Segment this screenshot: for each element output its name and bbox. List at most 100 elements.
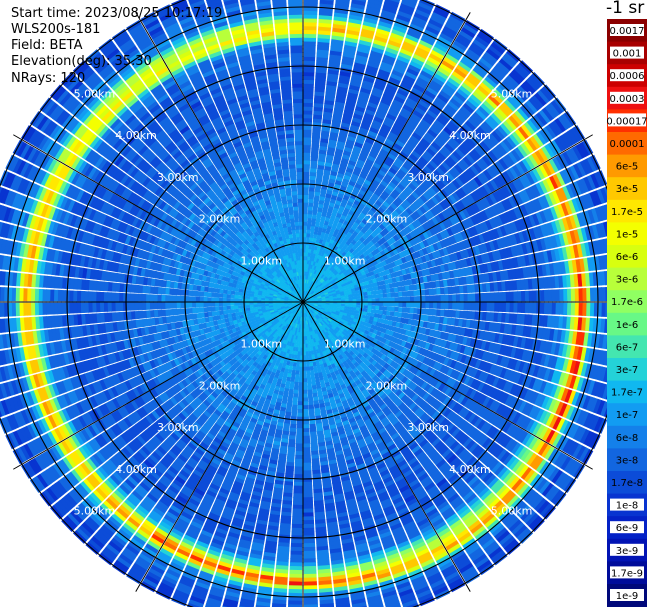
range-gate-cell bbox=[310, 435, 318, 441]
range-gate-cell bbox=[444, 302, 450, 310]
range-gate-cell bbox=[356, 295, 361, 300]
range-gate-cell bbox=[386, 297, 392, 303]
range-gate-cell bbox=[378, 305, 384, 311]
range-gate-cell bbox=[303, 56, 316, 62]
range-gate-cell bbox=[303, 113, 313, 119]
range-gate-cell bbox=[306, 362, 310, 368]
range-gate-cell bbox=[448, 302, 453, 310]
range-gate-cell bbox=[574, 288, 580, 302]
range-gate-cell bbox=[501, 291, 507, 302]
range-gate-cell bbox=[340, 295, 346, 299]
range-gate-cell bbox=[566, 288, 572, 302]
range-gate-cell bbox=[566, 302, 572, 316]
range-gate-cell bbox=[455, 294, 461, 302]
range-gate-cell bbox=[303, 194, 309, 199]
range-gate-cell bbox=[306, 228, 311, 234]
range-gate-cell bbox=[356, 298, 361, 303]
range-gate-cell bbox=[352, 299, 358, 303]
range-gate-cell bbox=[307, 381, 312, 387]
range-gate-cell bbox=[308, 248, 312, 254]
range-gate-cell bbox=[486, 302, 492, 312]
range-gate-cell bbox=[303, 90, 314, 96]
range-gate-cell bbox=[414, 0, 418, 2]
range-gate-cell bbox=[520, 290, 526, 302]
range-gate-cell bbox=[305, 248, 309, 253]
range-gate-cell bbox=[463, 302, 469, 311]
range-gate-cell bbox=[440, 302, 446, 310]
range-gate-cell bbox=[303, 155, 311, 161]
range-gate-cell bbox=[304, 335, 308, 341]
range-gate-cell bbox=[509, 302, 515, 313]
range-gate-cell bbox=[333, 298, 338, 301]
range-gate-cell bbox=[406, 302, 411, 308]
range-gate-cell bbox=[432, 295, 438, 302]
range-gate-cell bbox=[303, 132, 312, 138]
range-gate-cell bbox=[425, 295, 430, 302]
range-gate-cell bbox=[367, 305, 373, 310]
range-gate-cell bbox=[303, 125, 312, 130]
range-gate-cell bbox=[390, 292, 396, 298]
range-gate-cell bbox=[306, 232, 311, 238]
range-gate-cell bbox=[307, 389, 313, 395]
range-gate-cell bbox=[375, 302, 381, 307]
beta-sectors bbox=[0, 0, 630, 607]
range-gate-cell bbox=[371, 302, 377, 306]
range-gate-cell bbox=[303, 129, 312, 134]
range-gate-cell bbox=[304, 259, 308, 265]
range-gate-cell bbox=[586, 302, 591, 317]
range-gate-cell bbox=[513, 291, 519, 302]
range-gate-cell bbox=[348, 294, 353, 298]
range-gate-cell bbox=[363, 295, 369, 299]
range-gate-cell bbox=[303, 75, 315, 81]
range-gate-cell bbox=[303, 163, 311, 169]
range-gate-cell bbox=[482, 302, 488, 312]
range-gate-cell bbox=[379, 302, 384, 307]
range-gate-cell bbox=[394, 302, 400, 307]
range-gate-cell bbox=[382, 293, 388, 298]
range-gate-cell bbox=[394, 297, 400, 302]
range-gate-cell bbox=[386, 306, 392, 312]
range-gate-cell bbox=[436, 302, 442, 310]
range-gate-cell bbox=[475, 302, 480, 311]
range-gate-cell bbox=[509, 291, 515, 302]
range-gate-cell bbox=[335, 0, 350, 3]
range-gate-cell bbox=[356, 304, 361, 309]
range-gate-cell bbox=[371, 305, 377, 310]
range-gate-cell bbox=[429, 295, 434, 302]
range-gate-cell bbox=[307, 347, 311, 352]
range-gate-cell bbox=[563, 288, 568, 302]
range-gate-cell bbox=[303, 144, 311, 150]
range-gate-cell bbox=[302, 247, 306, 253]
range-gate-cell bbox=[307, 209, 313, 215]
range-gate-cell bbox=[486, 292, 492, 302]
range-gate-cell bbox=[344, 294, 350, 298]
range-gate-cell bbox=[475, 293, 480, 302]
range-gate-cell bbox=[305, 244, 310, 249]
range-gate-cell bbox=[367, 294, 373, 299]
range-gate-cell bbox=[383, 302, 388, 307]
range-gate-cell bbox=[306, 374, 312, 379]
range-gate-cell bbox=[306, 366, 311, 372]
range-gate-cell bbox=[498, 292, 503, 302]
range-gate-cell bbox=[303, 25, 317, 31]
range-gate-cell bbox=[540, 289, 545, 302]
range-gate-cell bbox=[543, 302, 549, 315]
range-gate-cell bbox=[306, 370, 311, 376]
range-gate-cell bbox=[307, 393, 313, 399]
range-gate-cell bbox=[363, 301, 369, 306]
range-gate-cell bbox=[303, 40, 316, 46]
range-gate-cell bbox=[304, 332, 307, 337]
range-gate-cell bbox=[378, 293, 384, 299]
range-gate-cell bbox=[303, 186, 309, 192]
range-gate-cell bbox=[303, 79, 315, 85]
range-gate-cell bbox=[303, 171, 310, 176]
range-gate-cell bbox=[490, 292, 496, 302]
range-gate-cell bbox=[303, 167, 310, 173]
range-gate-cell bbox=[308, 408, 315, 414]
range-gate-cell bbox=[305, 255, 308, 261]
range-gate-cell bbox=[413, 296, 419, 302]
range-gate-cell bbox=[448, 294, 453, 302]
range-gate-cell bbox=[303, 148, 311, 153]
range-gate-cell bbox=[413, 302, 419, 308]
range-gate-cell bbox=[409, 307, 415, 314]
